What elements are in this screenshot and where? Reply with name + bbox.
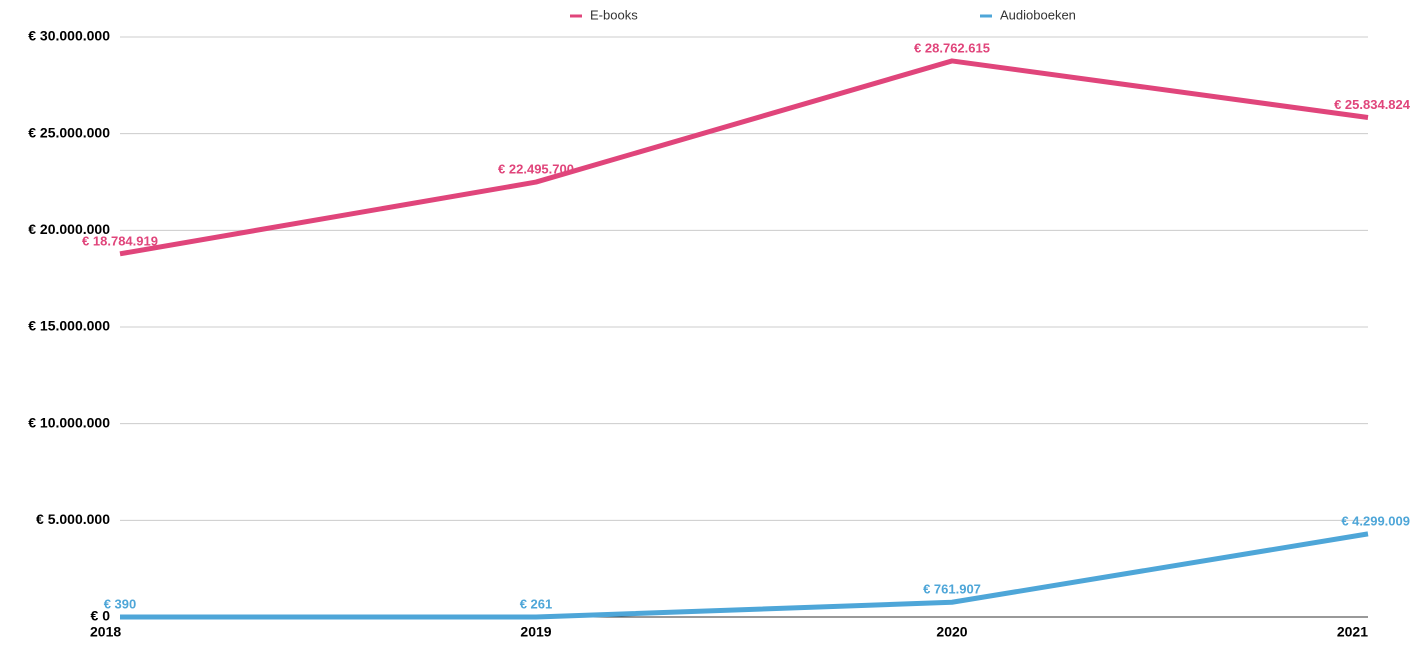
data-label: € 25.834.824 (1334, 97, 1411, 112)
x-tick-label: 2020 (936, 624, 967, 640)
data-label: € 18.784.919 (82, 233, 158, 248)
x-tick-label: 2019 (520, 624, 551, 640)
y-tick-label: € 30.000.000 (28, 28, 110, 44)
data-label: € 261 (520, 596, 553, 611)
legend-label: E-books (590, 7, 638, 22)
y-tick-label: € 10.000.000 (28, 414, 110, 430)
data-label: € 390 (104, 596, 137, 611)
y-tick-label: € 0 (91, 608, 111, 624)
y-tick-label: € 20.000.000 (28, 221, 110, 237)
data-label: € 28.762.615 (914, 40, 990, 55)
x-tick-label: 2021 (1337, 624, 1368, 640)
legend-label: Audioboeken (1000, 7, 1076, 22)
data-label: € 4.299.009 (1341, 513, 1410, 528)
data-label: € 761.907 (923, 582, 981, 597)
y-tick-label: € 5.000.000 (36, 511, 110, 527)
x-tick-label: 2018 (90, 624, 121, 640)
line-series (119, 531, 1369, 620)
y-tick-label: € 15.000.000 (28, 318, 110, 334)
data-label: € 22.495.700 (498, 162, 574, 177)
y-tick-label: € 25.000.000 (28, 124, 110, 140)
line-series (119, 58, 1369, 257)
